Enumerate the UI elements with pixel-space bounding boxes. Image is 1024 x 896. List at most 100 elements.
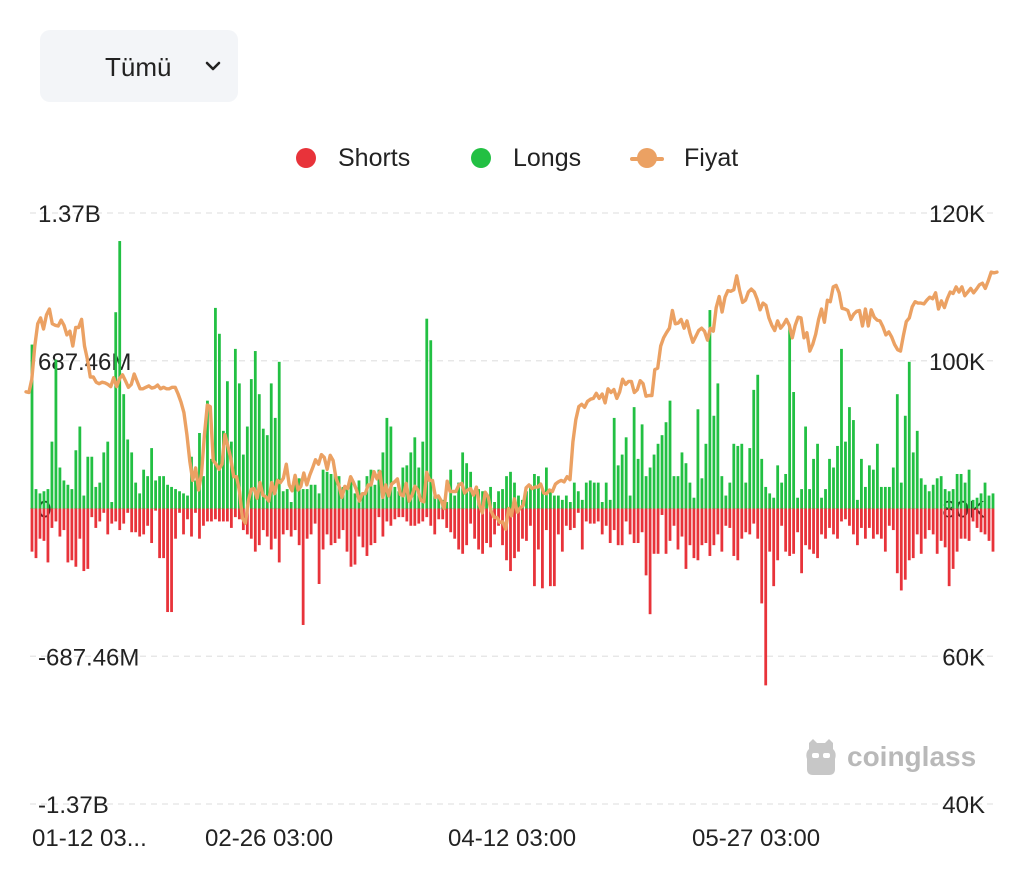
longs-bar — [233, 348, 237, 509]
shorts-bar — [556, 508, 560, 535]
shorts-bar — [712, 508, 716, 546]
shorts-bar — [493, 508, 496, 535]
shorts-bar — [289, 508, 293, 537]
longs-bar — [162, 476, 165, 509]
shorts-bar — [963, 508, 967, 539]
right-axis-tick-label: 60K — [942, 644, 985, 671]
longs-bar — [764, 486, 768, 509]
longs-bar — [640, 424, 644, 509]
longs-bar — [939, 476, 943, 509]
longs-bar — [943, 489, 947, 509]
shorts-bar — [186, 508, 189, 520]
longs-bar — [740, 443, 744, 509]
shorts-bar — [640, 508, 644, 533]
shorts-bar — [385, 508, 389, 522]
longs-bar — [588, 480, 592, 509]
longs-bar — [54, 359, 58, 509]
longs-bar — [812, 458, 815, 509]
left-axis-tick-label: -687.46M — [38, 644, 139, 671]
shorts-bar — [265, 508, 269, 537]
longs-bar — [265, 435, 269, 509]
shorts-bar — [38, 508, 42, 539]
shorts-bar — [349, 508, 353, 567]
legend-item-longs[interactable]: Longs — [471, 138, 581, 178]
shorts-bar — [828, 508, 831, 528]
shorts-bar — [891, 508, 895, 531]
longs-bar — [828, 458, 831, 509]
shorts-bar — [911, 508, 915, 559]
longs-bar — [517, 495, 520, 509]
shorts-bar — [572, 508, 576, 528]
shorts-bar — [688, 508, 692, 546]
longs-bar — [923, 484, 927, 509]
longs-bar — [70, 489, 74, 509]
shorts-bar — [804, 508, 807, 546]
longs-bar — [505, 476, 508, 509]
shorts-bar — [728, 508, 732, 528]
legend-item-fiyat[interactable]: Fiyat — [630, 138, 738, 178]
shorts-bar — [178, 508, 181, 513]
longs-bar — [58, 467, 62, 509]
longs-bar — [852, 420, 855, 509]
longs-bar — [78, 426, 82, 509]
longs-bar — [684, 463, 688, 509]
longs-bar — [249, 379, 253, 509]
legend-item-shorts[interactable]: Shorts — [296, 138, 410, 178]
shorts-bar — [517, 508, 520, 552]
shorts-bar — [903, 508, 907, 580]
longs-bar — [700, 478, 704, 509]
shorts-bar — [257, 508, 261, 546]
shorts-bar — [664, 508, 668, 554]
longs-bar — [325, 471, 329, 509]
shorts-bar — [182, 508, 185, 535]
longs-bar — [62, 480, 66, 509]
shorts-bar — [824, 508, 827, 539]
legend-dot-shorts — [296, 148, 316, 168]
shorts-bar — [879, 508, 883, 539]
longs-bar — [652, 454, 656, 509]
shorts-bar — [214, 508, 217, 520]
longs-bar — [182, 493, 185, 509]
shorts-bar — [329, 508, 333, 546]
shorts-bar — [632, 508, 636, 544]
longs-bar — [261, 428, 265, 509]
longs-bar — [297, 478, 301, 509]
longs-bar — [241, 454, 245, 509]
shorts-bar — [285, 508, 289, 531]
shorts-bar — [90, 508, 94, 518]
longs-bar — [556, 495, 560, 509]
shorts-bar — [337, 508, 341, 539]
shorts-bar — [154, 508, 158, 511]
longs-bar — [903, 415, 907, 509]
longs-bar — [744, 482, 748, 509]
shorts-bar — [883, 508, 887, 552]
shorts-bar — [237, 508, 241, 520]
shorts-bar — [401, 508, 405, 518]
shorts-bar — [852, 508, 855, 535]
longs-bar — [592, 482, 596, 509]
shorts-bar — [700, 508, 704, 546]
shorts-bar — [74, 508, 78, 567]
shorts-bar — [716, 508, 720, 535]
shorts-bar — [301, 508, 305, 625]
shorts-bar — [668, 508, 672, 541]
filter-dropdown[interactable]: Tümü — [40, 30, 238, 102]
shorts-bar — [704, 508, 708, 544]
longs-bar — [760, 458, 764, 509]
longs-bar — [752, 389, 756, 509]
shorts-bar — [899, 508, 903, 591]
longs-bar — [584, 482, 588, 509]
longs-bar — [959, 473, 963, 509]
longs-bar — [393, 486, 397, 509]
longs-bar — [501, 489, 504, 509]
shorts-bar — [210, 508, 213, 522]
longs-bar — [660, 435, 664, 509]
longs-bar — [401, 467, 405, 509]
shorts-bar — [800, 508, 803, 574]
coinglass-logo-icon — [806, 739, 836, 775]
longs-bar — [114, 312, 118, 509]
shorts-bar — [158, 508, 161, 559]
longs-bar — [580, 499, 584, 509]
longs-bar — [848, 407, 851, 509]
shorts-bar — [568, 508, 572, 531]
